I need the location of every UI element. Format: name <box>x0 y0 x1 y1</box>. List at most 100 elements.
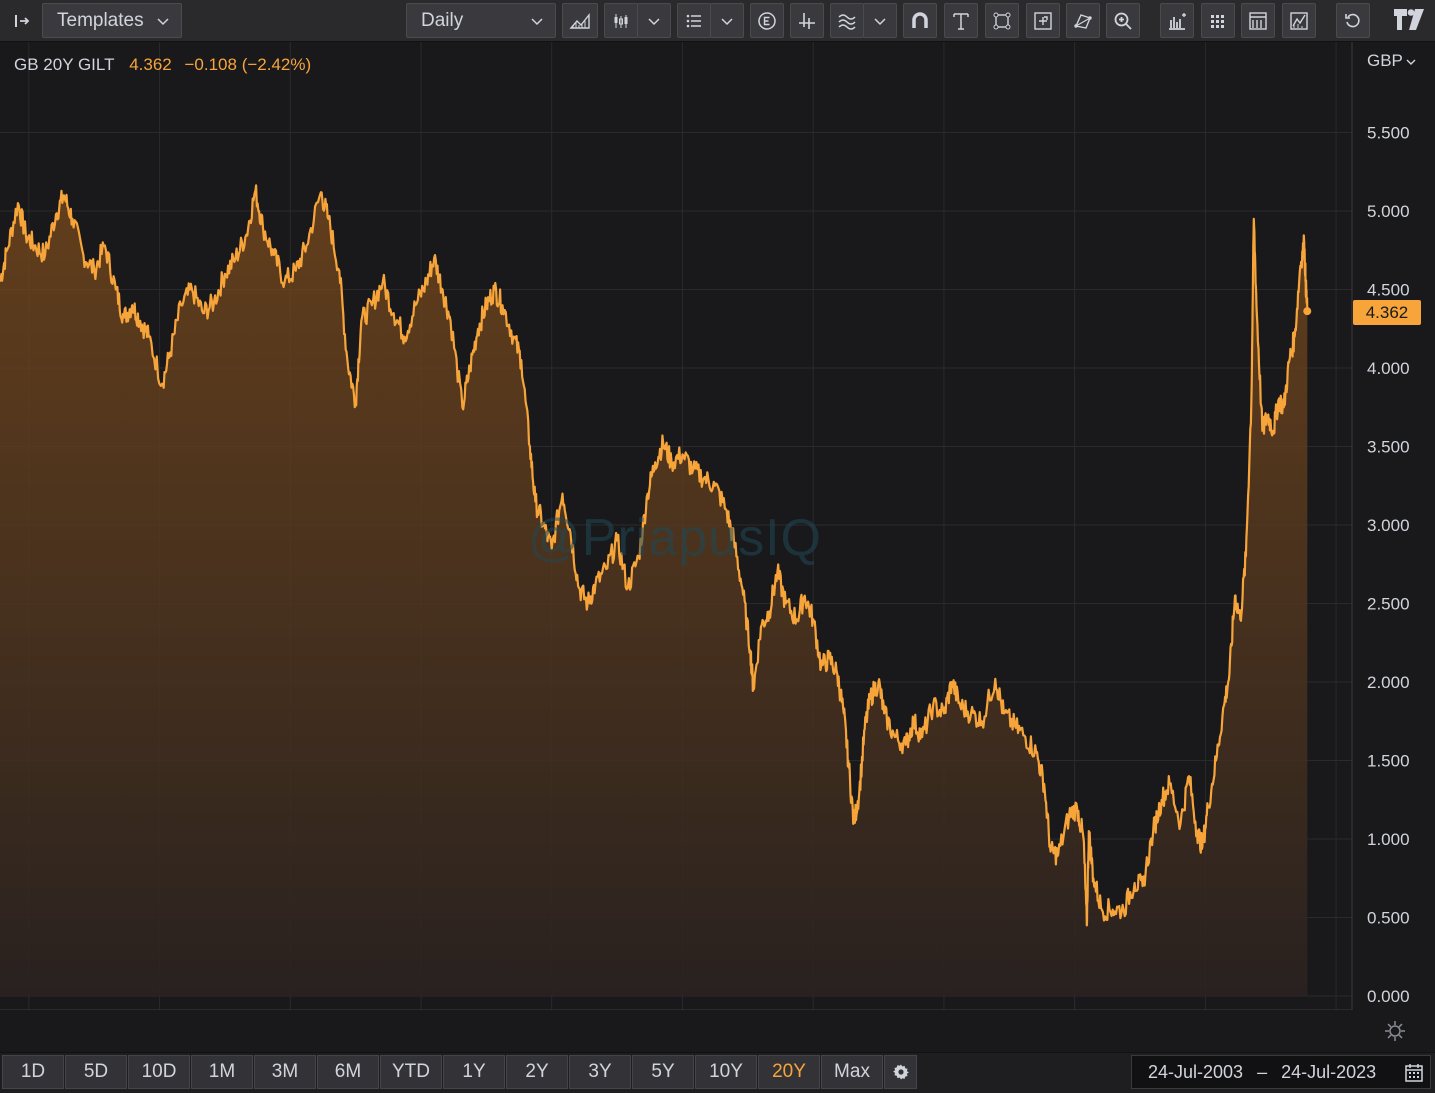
y-tick-label: 4.000 <box>1367 359 1410 378</box>
interval-dropdown[interactable]: Daily <box>406 3 556 38</box>
indicators-dropdown[interactable] <box>710 3 744 38</box>
symbol-name[interactable]: GB 20Y GILT <box>14 55 115 74</box>
shape-icon <box>993 12 1011 29</box>
layout-button[interactable] <box>1241 3 1275 38</box>
y-tick-label: 2.000 <box>1367 673 1410 692</box>
bottom-bar: 1D 5D 10D 1M 3M 6M YTD 1Y 2Y 3Y 5Y 10Y 20Y Max 24-Jul… <box>0 1052 1435 1093</box>
text-icon <box>953 12 969 30</box>
grid-icon <box>1211 14 1224 28</box>
symbol-legend: GB 20Y GILT 4.362 −0.108 (−2.42%) <box>14 55 311 75</box>
range-button-20y[interactable]: 20Y <box>758 1055 820 1089</box>
zoom-icon <box>1114 12 1132 30</box>
crosshair-button[interactable] <box>790 3 824 38</box>
chevron-down-icon <box>648 17 660 25</box>
range-button-5d[interactable]: 5D <box>65 1055 127 1089</box>
measure-icon <box>1034 11 1052 30</box>
chevron-down-icon <box>157 18 169 26</box>
y-axis-ticks: 0.000 0.500 1.000 1.500 2.000 2.500 3.000 3.500… <box>1367 124 1410 1007</box>
chevron-down-icon <box>721 17 733 25</box>
y-tick-label: 0.000 <box>1367 987 1410 1006</box>
y-tick-label: 5.500 <box>1367 124 1410 143</box>
chart-type-dropdown[interactable] <box>637 3 671 38</box>
templates-dropdown[interactable]: Templates <box>42 3 182 38</box>
date-separator: – <box>1257 1061 1268 1082</box>
text-tool-button[interactable] <box>944 3 978 38</box>
area-chart-icon <box>569 12 590 29</box>
gear-icon <box>892 1064 909 1080</box>
last-point-marker <box>1303 307 1312 316</box>
y-tick-label: 5.000 <box>1367 202 1410 221</box>
range-button-2y[interactable]: 2Y <box>506 1055 568 1089</box>
range-button-10d[interactable]: 10D <box>128 1055 190 1089</box>
add-study-button[interactable] <box>1160 3 1194 38</box>
grid-button[interactable] <box>1201 3 1235 38</box>
series-area <box>0 185 1308 996</box>
area-chart-button[interactable] <box>562 3 598 38</box>
start-date: 24-Jul-2003 <box>1148 1061 1244 1082</box>
currency-button[interactable] <box>750 3 784 38</box>
reset-button[interactable] <box>1336 3 1370 38</box>
magnet-icon <box>912 11 928 28</box>
area-fill <box>0 185 1308 996</box>
range-button-1y[interactable]: 1Y <box>443 1055 505 1089</box>
range-button-1d[interactable]: 1D <box>2 1055 64 1089</box>
range-button-3m[interactable]: 3M <box>254 1055 316 1089</box>
price-chart[interactable]: 0.000 0.500 1.000 1.500 2.000 2.500 3.000 3.500… <box>0 42 1435 1010</box>
tradingview-logo-icon[interactable] <box>1393 6 1427 34</box>
candlestick-icon <box>614 13 628 28</box>
date-range-input[interactable]: 24-Jul-2003 – 24-Jul-2023 <box>1131 1055 1431 1089</box>
crosshair-icon <box>799 12 815 29</box>
indicators-button[interactable] <box>677 3 711 38</box>
last-value: 4.362 <box>129 55 172 74</box>
currency-icon <box>758 11 776 30</box>
panel-toggle-icon <box>15 14 30 27</box>
indicators-list-icon <box>686 14 701 27</box>
range-button-1m[interactable]: 1M <box>191 1055 253 1089</box>
measure-tool-button[interactable] <box>1026 3 1060 38</box>
change-value: −0.108 (−2.42%) <box>184 55 312 74</box>
pattern-tool-button[interactable] <box>1066 3 1100 38</box>
shape-tool-button[interactable] <box>985 3 1019 38</box>
pattern-icon <box>1074 13 1092 29</box>
drawing-tools-button[interactable] <box>830 3 864 38</box>
chevron-down-icon <box>1406 59 1416 65</box>
series-line <box>0 184 1309 927</box>
zoom-button[interactable] <box>1106 3 1140 38</box>
y-tick-label: 1.500 <box>1367 752 1410 771</box>
range-button-ytd[interactable]: YTD <box>380 1055 442 1089</box>
y-tick-label: 3.000 <box>1367 516 1410 535</box>
end-date: 24-Jul-2023 <box>1281 1061 1377 1082</box>
compare-button[interactable] <box>1282 3 1316 38</box>
chevron-down-icon <box>531 18 543 26</box>
range-button-5y[interactable]: 5Y <box>632 1055 694 1089</box>
templates-label: Templates <box>57 9 144 31</box>
y-tick-label: 4.500 <box>1367 281 1410 300</box>
axis-settings-icon[interactable] <box>1383 1019 1407 1043</box>
watermark-text: @PriapusIQ <box>528 509 822 567</box>
interval-label: Daily <box>421 9 464 31</box>
chart-type-button[interactable] <box>604 3 638 38</box>
y-tick-label: 3.500 <box>1367 438 1410 457</box>
price-line <box>0 184 1312 927</box>
range-button-3y[interactable]: 3Y <box>569 1055 631 1089</box>
range-button-max[interactable]: Max <box>821 1055 883 1089</box>
layout-icon <box>1249 11 1267 30</box>
bar-chart-plus-icon <box>1169 12 1186 30</box>
reset-icon <box>1345 13 1360 27</box>
panel-toggle-button[interactable] <box>6 3 38 38</box>
currency-selector[interactable]: GBP <box>1367 51 1416 71</box>
y-tick-label: 1.000 <box>1367 830 1410 849</box>
range-settings-button[interactable] <box>884 1055 917 1089</box>
top-toolbar: Templates Daily <box>0 0 1435 42</box>
compare-icon <box>1290 11 1308 30</box>
calendar-icon[interactable] <box>1404 1063 1424 1083</box>
y-tick-label: 2.500 <box>1367 595 1410 614</box>
magnet-button[interactable] <box>903 3 937 38</box>
range-button-10y[interactable]: 10Y <box>695 1055 757 1089</box>
chevron-down-icon <box>874 17 886 25</box>
drawing-tools-dropdown[interactable] <box>863 3 897 38</box>
currency-label: GBP <box>1367 51 1403 70</box>
range-button-6m[interactable]: 6M <box>317 1055 379 1089</box>
y-tick-label: 0.500 <box>1367 909 1410 928</box>
wave-lines-icon <box>838 13 856 30</box>
